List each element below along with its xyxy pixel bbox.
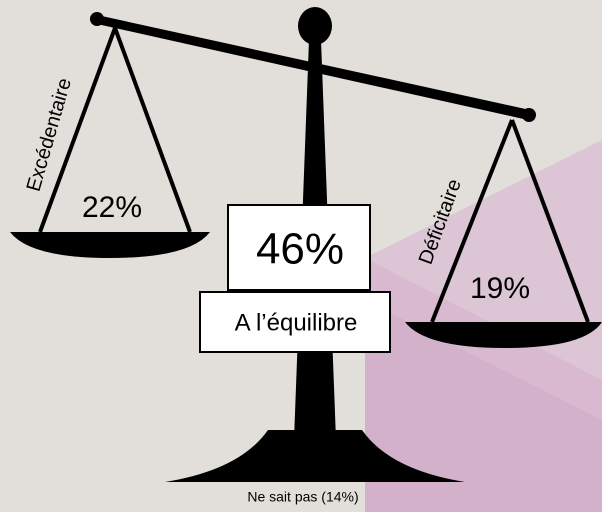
- beam-end: [522, 108, 536, 122]
- center-label: A l’équilibre: [235, 309, 358, 336]
- page: {"left": {"label": "Excédentaire", "valu…: [0, 0, 602, 512]
- footnote: Ne sait pas (14%): [247, 489, 358, 505]
- left-value: 22%: [82, 191, 142, 224]
- beam-end: [90, 12, 104, 26]
- center-value: 46%: [256, 225, 344, 274]
- right-value: 19%: [470, 272, 530, 305]
- scale-knob: [298, 7, 332, 45]
- infographic: 46% A l’équilibre 22% 19% Excédentaire D…: [0, 0, 602, 512]
